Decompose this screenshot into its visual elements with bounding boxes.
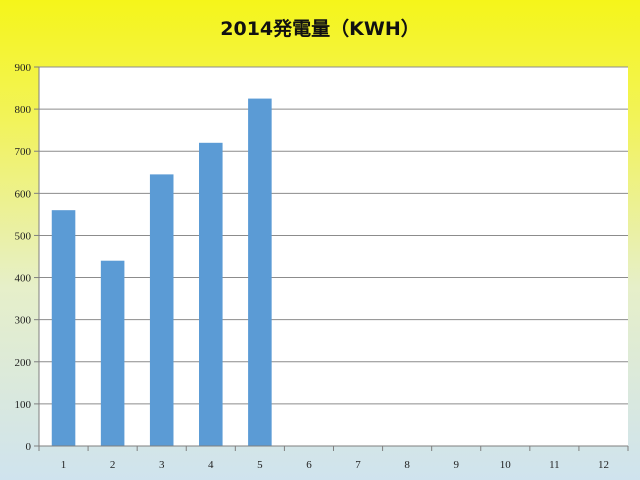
axes (34, 66, 629, 451)
bars (51, 98, 272, 447)
bar-2 (100, 260, 125, 446)
y-tick-label: 0 (26, 441, 32, 453)
x-tick-label: 1 (61, 459, 67, 471)
bar-3 (149, 174, 174, 446)
chart-title: 2014発電量（KWH） (220, 18, 420, 40)
y-tick-label: 100 (15, 399, 32, 411)
y-tick-label: 400 (15, 273, 32, 285)
x-tick-label: 8 (404, 459, 410, 471)
x-tick-label: 11 (549, 459, 560, 471)
x-tick-labels: 1 2 3 4 5 6 7 8 9 10 11 12 (61, 459, 609, 471)
x-tick-label: 6 (306, 459, 312, 471)
x-tick-label: 2 (110, 459, 116, 471)
x-tick-label: 3 (159, 459, 165, 471)
gridlines (39, 66, 628, 405)
x-tick-label: 12 (598, 459, 609, 471)
y-tick-label: 600 (15, 188, 32, 200)
y-tick-label: 800 (15, 104, 32, 116)
bar-1 (51, 210, 76, 446)
y-tick-label: 200 (15, 357, 32, 369)
y-tick-label: 300 (15, 315, 32, 327)
x-tick-label: 4 (208, 459, 214, 471)
y-tick-label: 900 (15, 62, 32, 74)
bar-5 (248, 98, 272, 446)
x-tick-label: 9 (453, 459, 459, 471)
plot-area (39, 67, 628, 446)
bar-4 (199, 142, 223, 447)
y-tick-label: 500 (15, 230, 32, 242)
x-tick-label: 5 (257, 459, 263, 471)
y-tick-label: 700 (15, 146, 32, 158)
x-tick-label: 10 (500, 459, 512, 471)
y-tick-labels: 0 100 200 300 400 500 600 700 800 900 (15, 62, 32, 453)
x-tick-label: 7 (355, 459, 361, 471)
